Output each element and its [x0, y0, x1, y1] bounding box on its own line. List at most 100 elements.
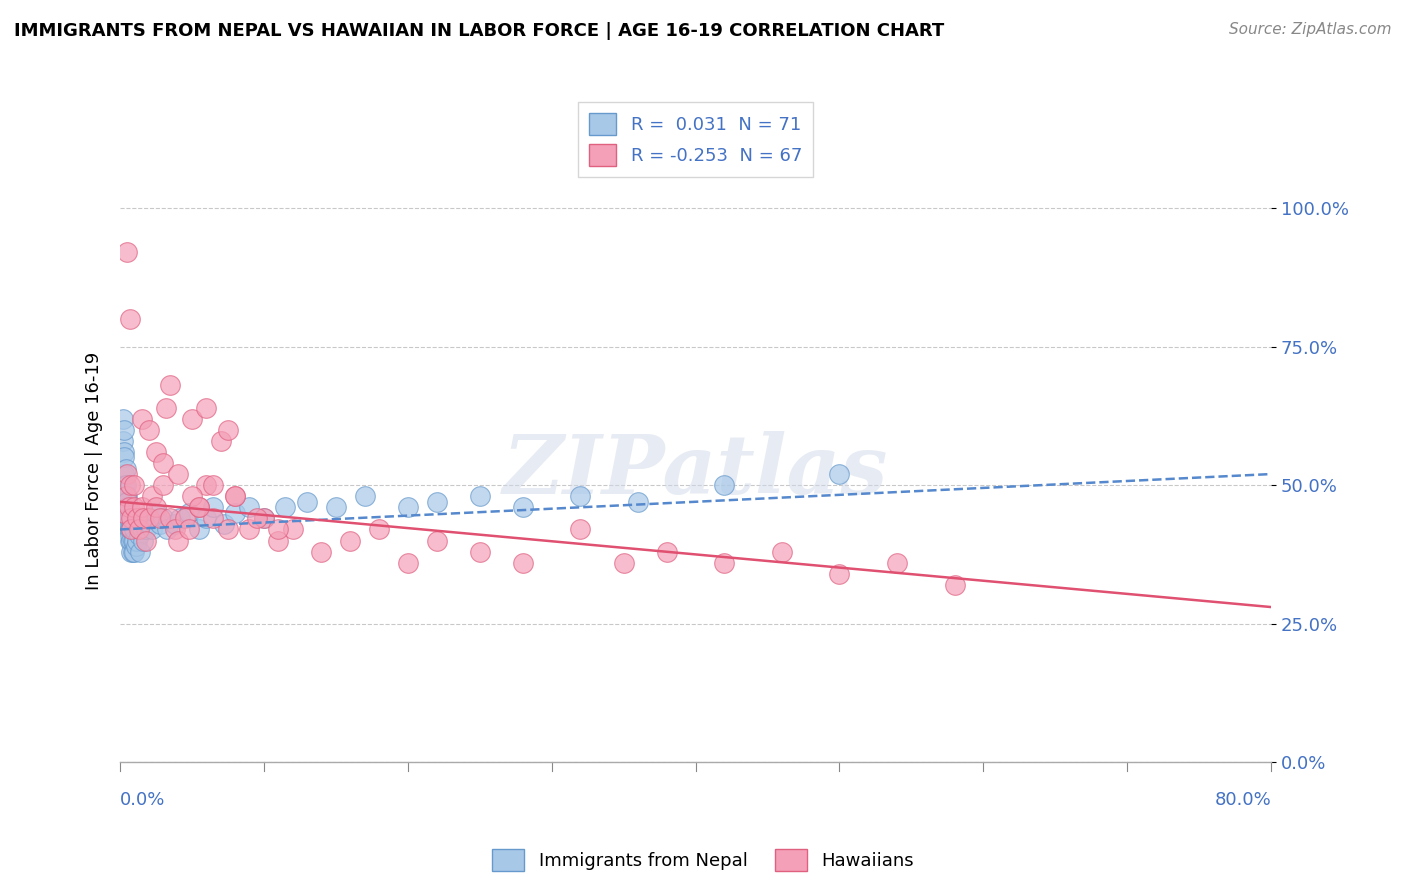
Point — [396, 556, 419, 570]
Point — [202, 478, 225, 492]
Point — [128, 528, 150, 542]
Point — [195, 401, 218, 415]
Point — [112, 423, 135, 437]
Point — [114, 478, 136, 492]
Point — [253, 511, 276, 525]
Point — [339, 533, 361, 548]
Point — [118, 533, 141, 548]
Point — [112, 467, 135, 481]
Point — [368, 523, 391, 537]
Point — [828, 566, 851, 581]
Point — [169, 511, 191, 525]
Point — [125, 539, 148, 553]
Point — [124, 500, 146, 515]
Point — [118, 478, 141, 492]
Point — [131, 523, 153, 537]
Point — [117, 516, 139, 531]
Point — [112, 506, 135, 520]
Point — [159, 378, 181, 392]
Point — [163, 523, 186, 537]
Point — [267, 523, 290, 537]
Text: Source: ZipAtlas.com: Source: ZipAtlas.com — [1229, 22, 1392, 37]
Point — [111, 411, 134, 425]
Point — [114, 489, 136, 503]
Point — [118, 312, 141, 326]
Point — [224, 506, 246, 520]
Point — [152, 511, 174, 525]
Point — [115, 245, 138, 260]
Point — [124, 523, 146, 537]
Point — [224, 489, 246, 503]
Point — [127, 533, 149, 548]
Point — [152, 478, 174, 492]
Point — [295, 495, 318, 509]
Point — [828, 467, 851, 481]
Point — [114, 489, 136, 503]
Point — [135, 533, 157, 548]
Point — [569, 523, 592, 537]
Point — [115, 516, 138, 531]
Point — [115, 500, 138, 515]
Point — [238, 500, 260, 515]
Text: IMMIGRANTS FROM NEPAL VS HAWAIIAN IN LABOR FORCE | AGE 16-19 CORRELATION CHART: IMMIGRANTS FROM NEPAL VS HAWAIIAN IN LAB… — [14, 22, 945, 40]
Point — [135, 523, 157, 537]
Point — [121, 523, 143, 537]
Point — [468, 489, 491, 503]
Point — [115, 506, 138, 520]
Point — [111, 434, 134, 448]
Point — [141, 489, 163, 503]
Point — [122, 533, 145, 548]
Point — [311, 544, 333, 558]
Point — [468, 544, 491, 558]
Point — [124, 533, 146, 548]
Point — [115, 489, 138, 503]
Point — [224, 489, 246, 503]
Point — [886, 556, 908, 570]
Point — [627, 495, 650, 509]
Point — [180, 489, 202, 503]
Point — [246, 511, 269, 525]
Point — [253, 511, 276, 525]
Point — [121, 544, 143, 558]
Point — [353, 489, 375, 503]
Point — [195, 511, 218, 525]
Point — [132, 533, 155, 548]
Point — [195, 478, 218, 492]
Point — [512, 500, 534, 515]
Point — [121, 523, 143, 537]
Point — [131, 411, 153, 425]
Point — [177, 506, 200, 520]
Point — [212, 516, 235, 531]
Point — [613, 556, 636, 570]
Point — [166, 467, 188, 481]
Point — [713, 556, 735, 570]
Point — [152, 456, 174, 470]
Point — [149, 511, 172, 525]
Point — [114, 461, 136, 475]
Text: 80.0%: 80.0% — [1215, 791, 1271, 809]
Point — [238, 523, 260, 537]
Point — [202, 500, 225, 515]
Text: 0.0%: 0.0% — [120, 791, 166, 809]
Point — [188, 523, 211, 537]
Point — [180, 411, 202, 425]
Point — [112, 478, 135, 492]
Point — [267, 533, 290, 548]
Point — [117, 500, 139, 515]
Point — [155, 401, 177, 415]
Point — [166, 533, 188, 548]
Point — [131, 500, 153, 515]
Point — [114, 500, 136, 515]
Point — [124, 544, 146, 558]
Point — [217, 523, 239, 537]
Point — [217, 423, 239, 437]
Text: ZIPatlas: ZIPatlas — [503, 432, 889, 511]
Point — [655, 544, 678, 558]
Point — [117, 511, 139, 525]
Point — [177, 523, 200, 537]
Point — [115, 511, 138, 525]
Point — [156, 523, 179, 537]
Point — [396, 500, 419, 515]
Point — [112, 445, 135, 459]
Point — [115, 506, 138, 520]
